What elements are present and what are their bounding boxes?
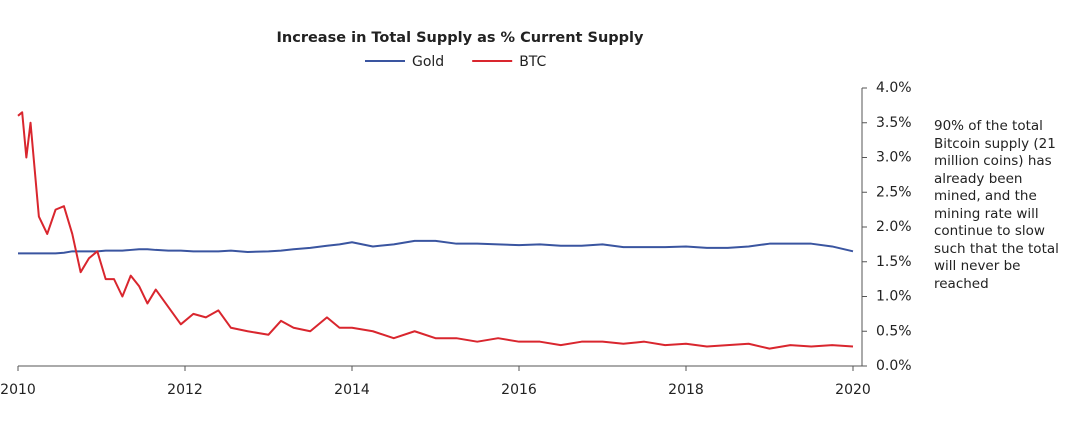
- series-line: [18, 239, 854, 255]
- series-line: [17, 111, 854, 350]
- x-tick-label: 2014: [334, 382, 370, 398]
- y-tick-label: 0.0%: [876, 358, 912, 374]
- y-tick-label: 1.5%: [876, 254, 912, 270]
- y-tick-label: 1.0%: [876, 289, 912, 305]
- annotation: 90% of the total Bitcoin supply (21 mill…: [934, 118, 1059, 292]
- legend-label: Gold: [412, 54, 444, 70]
- x-tick-label: 2016: [501, 382, 537, 398]
- y-tick-label: 2.5%: [876, 184, 912, 200]
- legend-label: BTC: [519, 54, 546, 70]
- y-tick-label: 2.0%: [876, 219, 912, 235]
- y-tick-label: 0.5%: [876, 323, 912, 339]
- x-tick-label: 2020: [835, 382, 871, 398]
- x-tick-label: 2018: [668, 382, 704, 398]
- y-tick-label: 4.0%: [876, 80, 912, 96]
- y-tick-label: 3.5%: [876, 115, 912, 131]
- x-tick-label: 2010: [0, 382, 36, 398]
- chart-title: Increase in Total Supply as % Current Su…: [277, 30, 645, 46]
- x-tick-label: 2012: [167, 382, 203, 398]
- y-tick-label: 3.0%: [876, 150, 912, 166]
